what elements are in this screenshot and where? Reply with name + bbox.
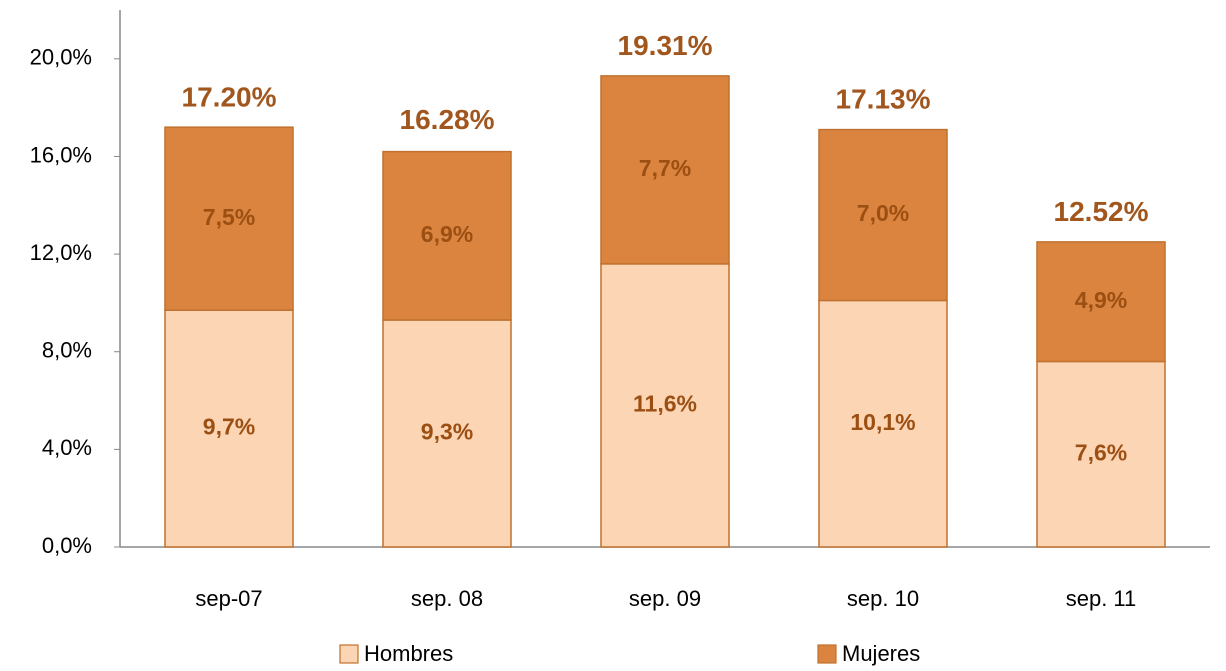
value-label: 4,9% xyxy=(1075,287,1127,313)
value-label: 7,7% xyxy=(639,155,691,181)
bar-segment xyxy=(600,75,730,265)
bar-segment xyxy=(164,309,294,548)
bar-segment xyxy=(164,126,294,311)
bar-segment xyxy=(1036,241,1166,363)
y-tick-label: 8,0% xyxy=(42,338,92,363)
x-tick-label: sep. 08 xyxy=(411,586,483,611)
x-tick-label: sep. 09 xyxy=(629,586,701,611)
y-tick-label: 4,0% xyxy=(42,435,92,460)
value-label: 11,6% xyxy=(633,391,697,417)
bar-segment xyxy=(1036,360,1166,548)
y-tick-label: 12,0% xyxy=(30,240,92,265)
bar-segment xyxy=(818,128,948,302)
value-label: 7,0% xyxy=(857,200,909,226)
legend-label: Mujeres xyxy=(842,641,920,666)
value-label: 10,1% xyxy=(850,409,915,435)
x-tick-label: sep. 10 xyxy=(847,586,919,611)
value-label: 9,3% xyxy=(421,419,473,445)
total-label: 17.20% xyxy=(182,82,277,113)
value-label: 7,6% xyxy=(1075,439,1127,465)
total-label: 17.13% xyxy=(836,83,931,114)
x-tick-label: sep. 11 xyxy=(1066,586,1137,611)
y-tick-label: 20,0% xyxy=(30,45,92,70)
bar-segment xyxy=(382,150,512,321)
total-label: 12.52% xyxy=(1054,196,1149,227)
legend-swatch xyxy=(817,644,837,664)
y-tick-label: 0,0% xyxy=(42,533,92,558)
value-label: 7,5% xyxy=(203,204,255,230)
bar-segment xyxy=(600,263,730,548)
total-label: 16.28% xyxy=(400,104,495,135)
x-tick-label: sep-07 xyxy=(195,586,262,611)
total-label: 19.31% xyxy=(618,30,713,61)
bar-segment xyxy=(382,319,512,548)
legend-swatch xyxy=(339,644,359,664)
value-label: 6,9% xyxy=(421,221,473,247)
y-tick-label: 16,0% xyxy=(30,142,92,167)
value-label: 9,7% xyxy=(203,414,255,440)
legend-label: Hombres xyxy=(364,641,453,666)
